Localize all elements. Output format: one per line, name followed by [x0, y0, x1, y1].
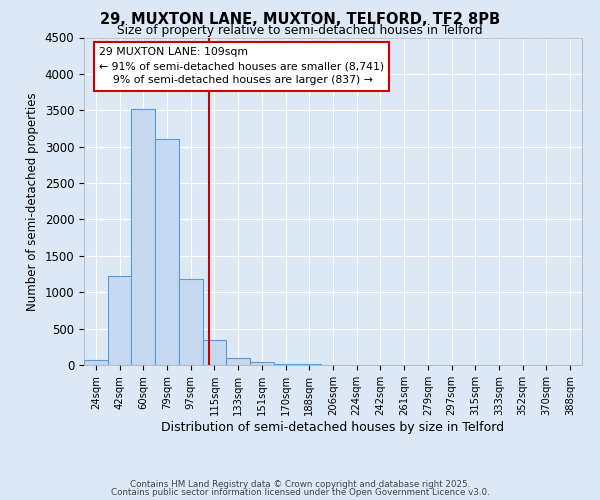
- Bar: [203, 340, 226, 365]
- Text: 29 MUXTON LANE: 109sqm
← 91% of semi-detached houses are smaller (8,741)
    9% : 29 MUXTON LANE: 109sqm ← 91% of semi-det…: [99, 48, 384, 86]
- Bar: [84, 360, 108, 365]
- Text: 29, MUXTON LANE, MUXTON, TELFORD, TF2 8PB: 29, MUXTON LANE, MUXTON, TELFORD, TF2 8P…: [100, 12, 500, 28]
- Bar: [298, 364, 321, 365]
- Bar: [250, 362, 274, 365]
- Bar: [274, 364, 298, 365]
- Bar: [155, 140, 179, 365]
- Bar: [179, 280, 203, 365]
- Bar: [108, 276, 131, 365]
- Bar: [226, 358, 250, 365]
- Bar: [131, 109, 155, 365]
- Text: Size of property relative to semi-detached houses in Telford: Size of property relative to semi-detach…: [117, 24, 483, 37]
- X-axis label: Distribution of semi-detached houses by size in Telford: Distribution of semi-detached houses by …: [161, 420, 505, 434]
- Text: Contains public sector information licensed under the Open Government Licence v3: Contains public sector information licen…: [110, 488, 490, 497]
- Y-axis label: Number of semi-detached properties: Number of semi-detached properties: [26, 92, 39, 310]
- Text: Contains HM Land Registry data © Crown copyright and database right 2025.: Contains HM Land Registry data © Crown c…: [130, 480, 470, 489]
